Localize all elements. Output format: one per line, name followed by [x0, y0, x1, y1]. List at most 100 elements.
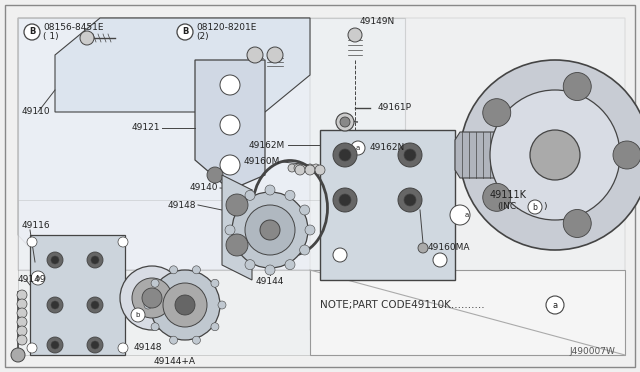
- Text: 08156-8451E: 08156-8451E: [43, 23, 104, 32]
- Circle shape: [175, 295, 195, 315]
- Circle shape: [163, 283, 207, 327]
- Text: NOTE;PART CODE49110K..........: NOTE;PART CODE49110K..........: [320, 300, 488, 310]
- Text: 49162N: 49162N: [370, 144, 405, 153]
- Circle shape: [24, 24, 40, 40]
- Circle shape: [340, 117, 350, 127]
- Polygon shape: [310, 270, 625, 355]
- Circle shape: [333, 248, 347, 262]
- Circle shape: [418, 243, 428, 253]
- Text: 49160MA: 49160MA: [428, 244, 470, 253]
- Text: 49144: 49144: [256, 278, 284, 286]
- Circle shape: [218, 301, 226, 309]
- Text: 49161P: 49161P: [378, 103, 412, 112]
- Text: 49148: 49148: [134, 343, 163, 353]
- Circle shape: [226, 194, 248, 216]
- Circle shape: [151, 323, 159, 331]
- Circle shape: [87, 252, 103, 268]
- Circle shape: [398, 188, 422, 212]
- Circle shape: [351, 141, 365, 155]
- Circle shape: [220, 155, 240, 175]
- Circle shape: [404, 149, 416, 161]
- Text: 49149: 49149: [18, 276, 47, 285]
- Circle shape: [27, 343, 37, 353]
- Text: 49148: 49148: [168, 201, 196, 209]
- Text: b: b: [136, 312, 140, 318]
- Text: ( 1): ( 1): [43, 32, 59, 42]
- Circle shape: [226, 234, 248, 256]
- Circle shape: [460, 60, 640, 250]
- Circle shape: [120, 266, 184, 330]
- Circle shape: [306, 164, 314, 172]
- Circle shape: [305, 225, 315, 235]
- Circle shape: [220, 75, 240, 95]
- Circle shape: [91, 301, 99, 309]
- Circle shape: [300, 205, 310, 215]
- Circle shape: [404, 194, 416, 206]
- Circle shape: [170, 336, 177, 344]
- Circle shape: [230, 245, 241, 255]
- Polygon shape: [222, 175, 252, 280]
- Circle shape: [220, 115, 240, 135]
- Circle shape: [47, 297, 63, 313]
- Circle shape: [142, 288, 162, 308]
- Circle shape: [433, 253, 447, 267]
- Circle shape: [17, 290, 27, 300]
- Circle shape: [177, 24, 193, 40]
- Circle shape: [265, 185, 275, 195]
- Circle shape: [483, 99, 511, 127]
- Polygon shape: [30, 235, 125, 355]
- Circle shape: [305, 165, 315, 175]
- Circle shape: [245, 205, 295, 255]
- Circle shape: [17, 317, 27, 327]
- Polygon shape: [18, 18, 310, 270]
- Circle shape: [31, 271, 45, 285]
- Text: 49110: 49110: [22, 108, 51, 116]
- Text: B: B: [29, 28, 35, 36]
- Circle shape: [285, 190, 295, 201]
- Circle shape: [295, 165, 305, 175]
- Circle shape: [563, 73, 591, 100]
- Text: (INC.: (INC.: [497, 202, 519, 212]
- Circle shape: [17, 299, 27, 309]
- Circle shape: [398, 143, 422, 167]
- Circle shape: [339, 149, 351, 161]
- Text: 49162M: 49162M: [249, 141, 285, 150]
- Text: J490007W: J490007W: [569, 347, 615, 356]
- Text: a: a: [552, 301, 557, 310]
- Circle shape: [47, 252, 63, 268]
- Circle shape: [118, 237, 128, 247]
- Circle shape: [300, 245, 310, 255]
- Circle shape: [528, 200, 542, 214]
- Circle shape: [17, 308, 27, 318]
- Polygon shape: [18, 18, 625, 355]
- Circle shape: [193, 266, 200, 274]
- Circle shape: [193, 336, 200, 344]
- Circle shape: [294, 164, 302, 172]
- Text: 49144+A: 49144+A: [154, 357, 196, 366]
- Circle shape: [247, 47, 263, 63]
- Text: 49111K: 49111K: [490, 190, 527, 200]
- Circle shape: [51, 341, 59, 349]
- Circle shape: [530, 130, 580, 180]
- Circle shape: [17, 326, 27, 336]
- Text: (2): (2): [196, 32, 209, 42]
- Circle shape: [333, 143, 357, 167]
- Polygon shape: [455, 132, 500, 178]
- Circle shape: [300, 164, 308, 172]
- Circle shape: [245, 260, 255, 270]
- Circle shape: [288, 164, 296, 172]
- Circle shape: [51, 301, 59, 309]
- Circle shape: [225, 225, 235, 235]
- Polygon shape: [55, 18, 310, 112]
- Circle shape: [207, 167, 223, 183]
- Circle shape: [315, 165, 325, 175]
- Circle shape: [91, 341, 99, 349]
- Circle shape: [333, 188, 357, 212]
- Text: 49140: 49140: [189, 183, 218, 192]
- Circle shape: [131, 308, 145, 322]
- Text: b: b: [532, 202, 538, 212]
- Text: a: a: [36, 275, 40, 281]
- Text: 08120-8201E: 08120-8201E: [196, 22, 257, 32]
- Circle shape: [265, 265, 275, 275]
- Circle shape: [230, 205, 241, 215]
